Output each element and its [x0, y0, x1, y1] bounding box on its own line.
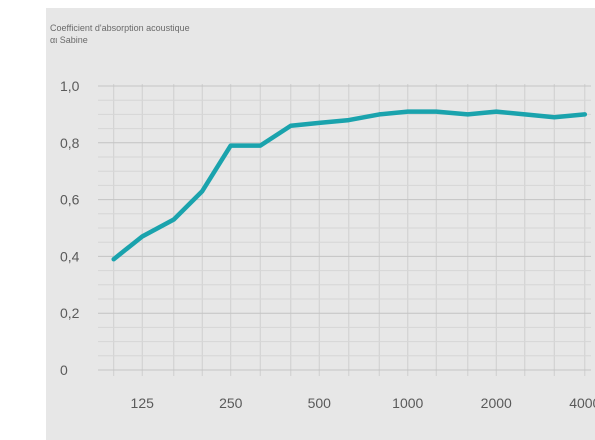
x-tick-label: 500 — [308, 395, 332, 411]
y-tick-label: 0,6 — [60, 192, 80, 208]
chart-title-line-2: αι Sabine — [50, 35, 88, 45]
x-tick-label: 2000 — [481, 395, 512, 411]
chart: Coefficient d'absorption acoustique αι S… — [50, 23, 595, 411]
x-tick-label: 125 — [131, 395, 155, 411]
x-tick-label: 1000 — [392, 395, 423, 411]
x-tick-label: 4000 — [569, 395, 595, 411]
y-tick-label: 1,0 — [60, 78, 80, 94]
chart-title-line-1: Coefficient d'absorption acoustique — [50, 23, 190, 33]
y-tick-label: 0,4 — [60, 248, 80, 264]
y-axis-ticks: 0 0,2 0,4 0,6 0,8 1,0 — [60, 78, 80, 378]
x-tick-label: 250 — [219, 395, 243, 411]
x-axis-ticks: 125 250 500 1000 2000 4000 — [131, 395, 595, 411]
y-tick-label: 0,8 — [60, 135, 80, 151]
series-line — [111, 109, 588, 262]
chart-panel: Coefficient d'absorption acoustique αι S… — [46, 8, 595, 440]
y-tick-label: 0 — [60, 362, 68, 378]
series-layer — [111, 109, 588, 262]
y-tick-label: 0,2 — [60, 305, 80, 321]
grid — [98, 84, 591, 376]
